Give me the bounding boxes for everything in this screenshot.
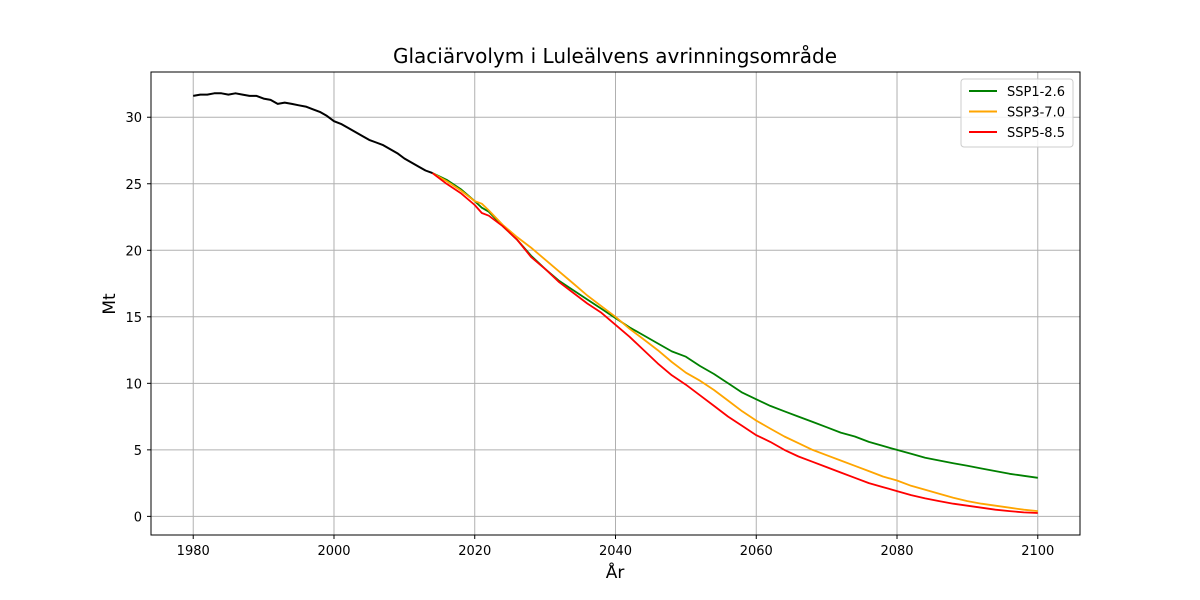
y-tick-label: 15 (125, 311, 142, 326)
x-tick-label: 2020 (458, 544, 491, 559)
y-tick-label: 5 (134, 444, 142, 459)
legend-box (960, 78, 1074, 148)
legend: SSP1-2.6 SSP3-7.0 SSP5-8.5 (960, 78, 1074, 148)
x-tick-label: 1980 (177, 544, 210, 559)
plot-lines (193, 92, 1038, 514)
legend-label: SSP3-7.0 (1007, 106, 1065, 121)
x-tick-label: 2040 (599, 544, 632, 559)
x-tick-label: 2100 (1021, 544, 1054, 559)
y-tick-label: 25 (125, 178, 142, 193)
y-axis-label: Mt (100, 293, 120, 315)
historical-line (193, 92, 433, 175)
series-line-ssp5-8-5 (431, 172, 1038, 514)
x-tick-label: 2080 (880, 544, 913, 559)
x-ticks: 1980 2000 2020 2040 2060 2080 2100 (177, 535, 1054, 559)
chart-title: Glaciärvolym i Luleälvens avrinningsområ… (393, 44, 837, 68)
x-axis-label: År (606, 561, 625, 583)
y-tick-label: 20 (125, 244, 142, 259)
y-ticks: 0 5 10 15 20 25 30 (125, 111, 151, 525)
y-tick-label: 10 (125, 377, 142, 392)
x-tick-label: 2000 (317, 544, 350, 559)
y-tick-label: 0 (134, 510, 142, 525)
x-tick-label: 2060 (740, 544, 773, 559)
y-tick-label: 30 (125, 111, 142, 126)
series-line-ssp3-7-0 (432, 172, 1038, 512)
legend-label: SSP5-8.5 (1007, 126, 1065, 141)
legend-label: SSP1-2.6 (1007, 85, 1065, 100)
